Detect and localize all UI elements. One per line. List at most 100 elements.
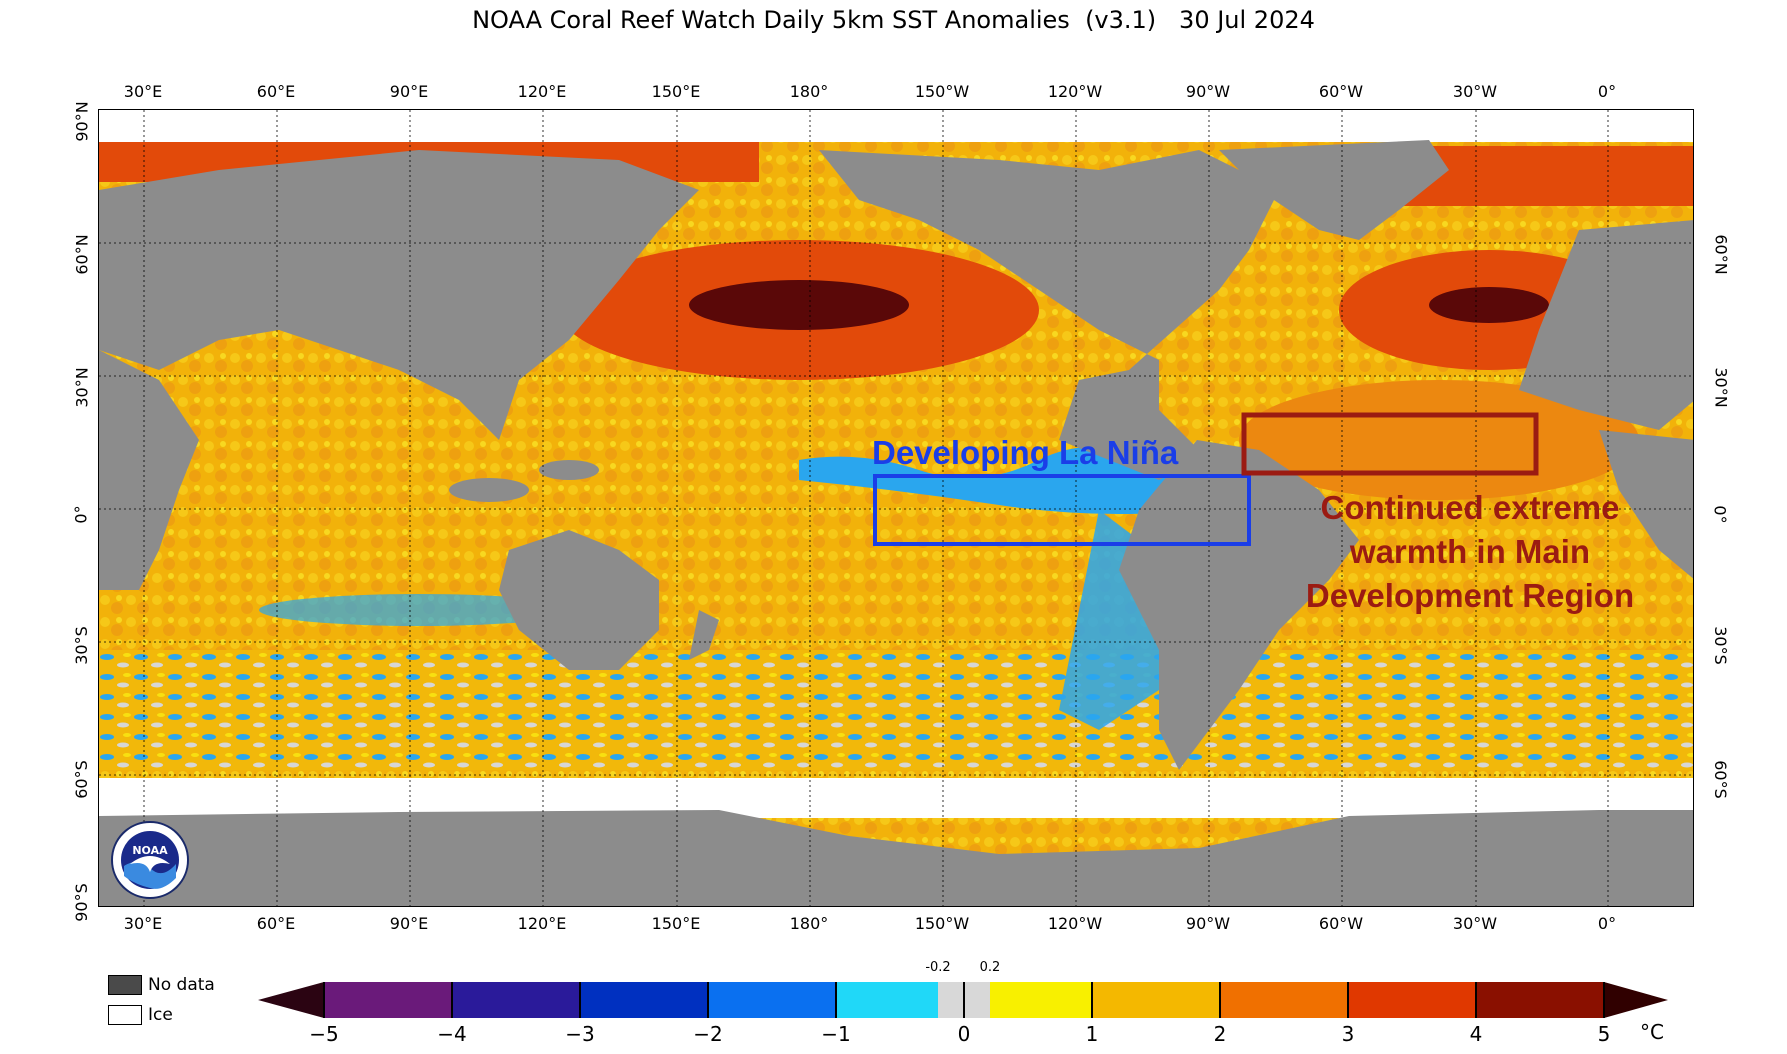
lon-label: 60°W	[1318, 82, 1364, 101]
colorbar-segment	[1220, 982, 1348, 1018]
lon-label: 90°W	[1185, 82, 1231, 101]
north-atlantic-extreme	[1429, 287, 1549, 323]
colorbar-tick: 5	[1597, 1022, 1611, 1046]
colorbar-tick: −5	[309, 1022, 339, 1046]
la-nina-box	[873, 474, 1251, 546]
colorbar-segment	[1348, 982, 1476, 1018]
lon-label: 150°W	[914, 914, 970, 933]
mdr-annotation-line: Continued extreme	[1320, 489, 1620, 526]
colorbar-segment	[708, 982, 836, 1018]
map-canvas	[99, 110, 1693, 906]
colorbar-tick: 4	[1469, 1022, 1483, 1046]
graticule	[99, 110, 1693, 906]
indian-ocean-cool	[259, 594, 579, 626]
lat-label: 0°	[1710, 505, 1730, 524]
maritime-continent-land	[449, 478, 529, 502]
la-nina-cool-tongue	[799, 447, 1197, 514]
lon-label: 30°W	[1452, 82, 1498, 101]
lon-label: 120°W	[1047, 82, 1103, 101]
australia-land	[499, 530, 659, 670]
lon-label: 90°E	[389, 914, 429, 933]
lon-label: 60°E	[256, 914, 296, 933]
lon-label: 180°	[789, 914, 829, 933]
europe-africa-east	[1519, 220, 1693, 430]
mdr-annotation: Continued extreme warmth in Main Develop…	[1230, 486, 1710, 618]
south-america-land	[1119, 440, 1359, 770]
lon-label: 150°W	[914, 82, 970, 101]
lon-label: 30°E	[123, 914, 163, 933]
lon-label: 90°E	[389, 82, 429, 101]
colorbar-segment	[1476, 982, 1604, 1018]
japan-land	[549, 260, 579, 310]
lat-label: 30°N	[72, 367, 92, 408]
mdr-box	[1241, 412, 1539, 476]
colorbar-unit: °C	[1640, 1020, 1664, 1044]
lon-label: 60°W	[1318, 914, 1364, 933]
greenland-land	[1219, 140, 1449, 240]
west-africa-land	[1599, 430, 1693, 579]
lon-label: 150°E	[651, 82, 701, 101]
lon-label: 0°	[1597, 82, 1617, 101]
colorbar-tick: 0	[957, 1022, 971, 1046]
colorbar	[258, 982, 1668, 1018]
la-nina-annotation: Developing La Niña	[872, 434, 1179, 471]
colorbar-tick: 1	[1085, 1022, 1099, 1046]
colorbar-tick: 2	[1213, 1022, 1227, 1046]
colorbar-tick: −2	[693, 1022, 723, 1046]
colorbar-arrow-right	[1604, 982, 1668, 1018]
chart-title: NOAA Coral Reef Watch Daily 5km SST Anom…	[472, 6, 1315, 34]
legend-nodata-swatch	[108, 975, 142, 995]
legend-nodata-label: No data	[148, 975, 215, 995]
colorbar-arrow-left	[258, 982, 324, 1018]
antarctica-land	[99, 810, 1693, 906]
north-pacific-extreme	[689, 280, 909, 330]
antarctic-ice	[99, 778, 1693, 818]
colorbar-tick: −3	[565, 1022, 595, 1046]
lat-label: 90°N	[72, 101, 92, 142]
lon-label: 120°W	[1047, 914, 1103, 933]
lon-label: 60°E	[256, 82, 296, 101]
africa-land	[99, 350, 199, 590]
lon-label: 0°	[1597, 914, 1617, 933]
lon-label: 120°E	[517, 914, 567, 933]
noaa-logo: NOAA	[111, 821, 189, 899]
colorbar-small-tick: -0.2	[925, 960, 951, 975]
lon-label: 90°W	[1185, 914, 1231, 933]
north-america-land	[819, 150, 1279, 480]
colorbar-segment	[580, 982, 708, 1018]
legend-ice-label: Ice	[148, 1005, 173, 1025]
lat-label: 60°N	[1711, 234, 1731, 275]
colorbar-segment	[990, 982, 1092, 1018]
lat-label: 60°S	[1710, 760, 1730, 799]
arctic-nodata	[99, 110, 1693, 142]
maritime-continent-land	[539, 460, 599, 480]
lat-label: 30°N	[1711, 367, 1731, 408]
lon-label: 30°W	[1452, 914, 1498, 933]
colorbar-segment	[836, 982, 938, 1018]
new-zealand-land	[689, 610, 719, 660]
colorbar-tick: 3	[1341, 1022, 1355, 1046]
colorbar-segment	[452, 982, 580, 1018]
sst-anomaly-map	[98, 109, 1694, 907]
lon-label: 120°E	[517, 82, 567, 101]
colorbar-small-tick: 0.2	[979, 960, 1001, 975]
mdr-annotation-line: Development Region	[1305, 577, 1635, 614]
eurasia-land	[99, 150, 699, 440]
lat-label: 90°S	[71, 883, 91, 922]
colorbar-segment	[324, 982, 452, 1018]
lon-label: 30°E	[123, 82, 163, 101]
lat-label: 30°S	[1710, 626, 1730, 665]
legend-ice-swatch	[108, 1005, 142, 1025]
southern-ocean-band	[99, 650, 1693, 770]
lat-label: 60°N	[72, 234, 92, 275]
colorbar-tick: −4	[437, 1022, 467, 1046]
lat-label: 30°S	[71, 626, 91, 665]
lon-label: 150°E	[651, 914, 701, 933]
mdr-warm	[1239, 380, 1639, 500]
lat-label: 0°	[71, 505, 91, 524]
lat-label: 60°S	[71, 760, 91, 799]
colorbar-segment	[1092, 982, 1220, 1018]
mdr-annotation-line: warmth in Main	[1349, 533, 1591, 570]
lon-label: 180°	[789, 82, 829, 101]
logo-text: NOAA	[132, 844, 168, 857]
